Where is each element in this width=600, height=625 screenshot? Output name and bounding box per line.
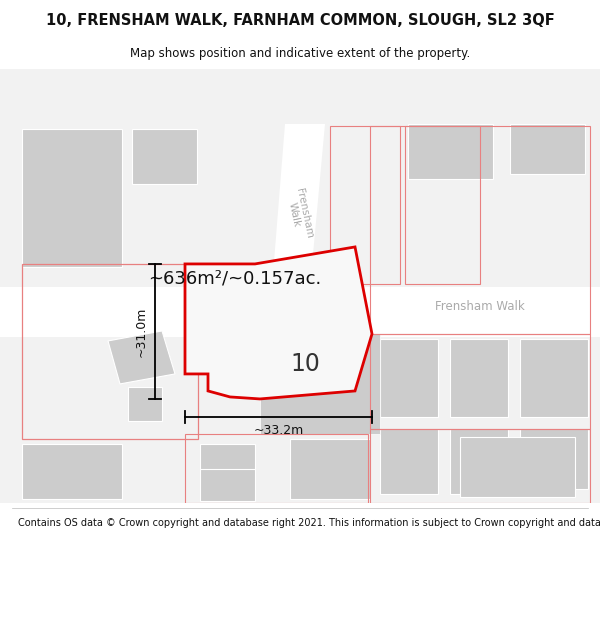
Polygon shape xyxy=(380,339,438,417)
Polygon shape xyxy=(0,69,600,503)
Polygon shape xyxy=(260,334,380,434)
Text: Contains OS data © Crown copyright and database right 2021. This information is : Contains OS data © Crown copyright and d… xyxy=(18,518,600,528)
Polygon shape xyxy=(200,469,255,501)
Text: 10: 10 xyxy=(290,352,320,376)
Text: 10, FRENSHAM WALK, FARNHAM COMMON, SLOUGH, SL2 3QF: 10, FRENSHAM WALK, FARNHAM COMMON, SLOUG… xyxy=(46,13,554,28)
Text: ~636m²/~0.157ac.: ~636m²/~0.157ac. xyxy=(148,270,321,288)
Polygon shape xyxy=(290,439,370,499)
Text: Frensham
Walk: Frensham Walk xyxy=(284,187,314,241)
Polygon shape xyxy=(0,287,600,337)
Polygon shape xyxy=(520,339,588,417)
Polygon shape xyxy=(380,429,438,494)
Polygon shape xyxy=(200,444,255,484)
Polygon shape xyxy=(408,124,493,179)
Polygon shape xyxy=(22,444,122,499)
Text: Frensham Walk: Frensham Walk xyxy=(435,301,525,314)
Polygon shape xyxy=(510,124,585,174)
Text: ~31.0m: ~31.0m xyxy=(134,306,148,357)
Polygon shape xyxy=(108,331,175,384)
Polygon shape xyxy=(460,437,575,497)
Polygon shape xyxy=(520,429,588,489)
Polygon shape xyxy=(272,124,325,287)
Polygon shape xyxy=(132,129,197,184)
Text: Map shows position and indicative extent of the property.: Map shows position and indicative extent… xyxy=(130,47,470,60)
Text: ~33.2m: ~33.2m xyxy=(253,424,304,438)
Polygon shape xyxy=(185,247,372,399)
Polygon shape xyxy=(450,429,508,494)
Polygon shape xyxy=(450,339,508,417)
Polygon shape xyxy=(22,129,122,267)
Polygon shape xyxy=(128,387,162,421)
